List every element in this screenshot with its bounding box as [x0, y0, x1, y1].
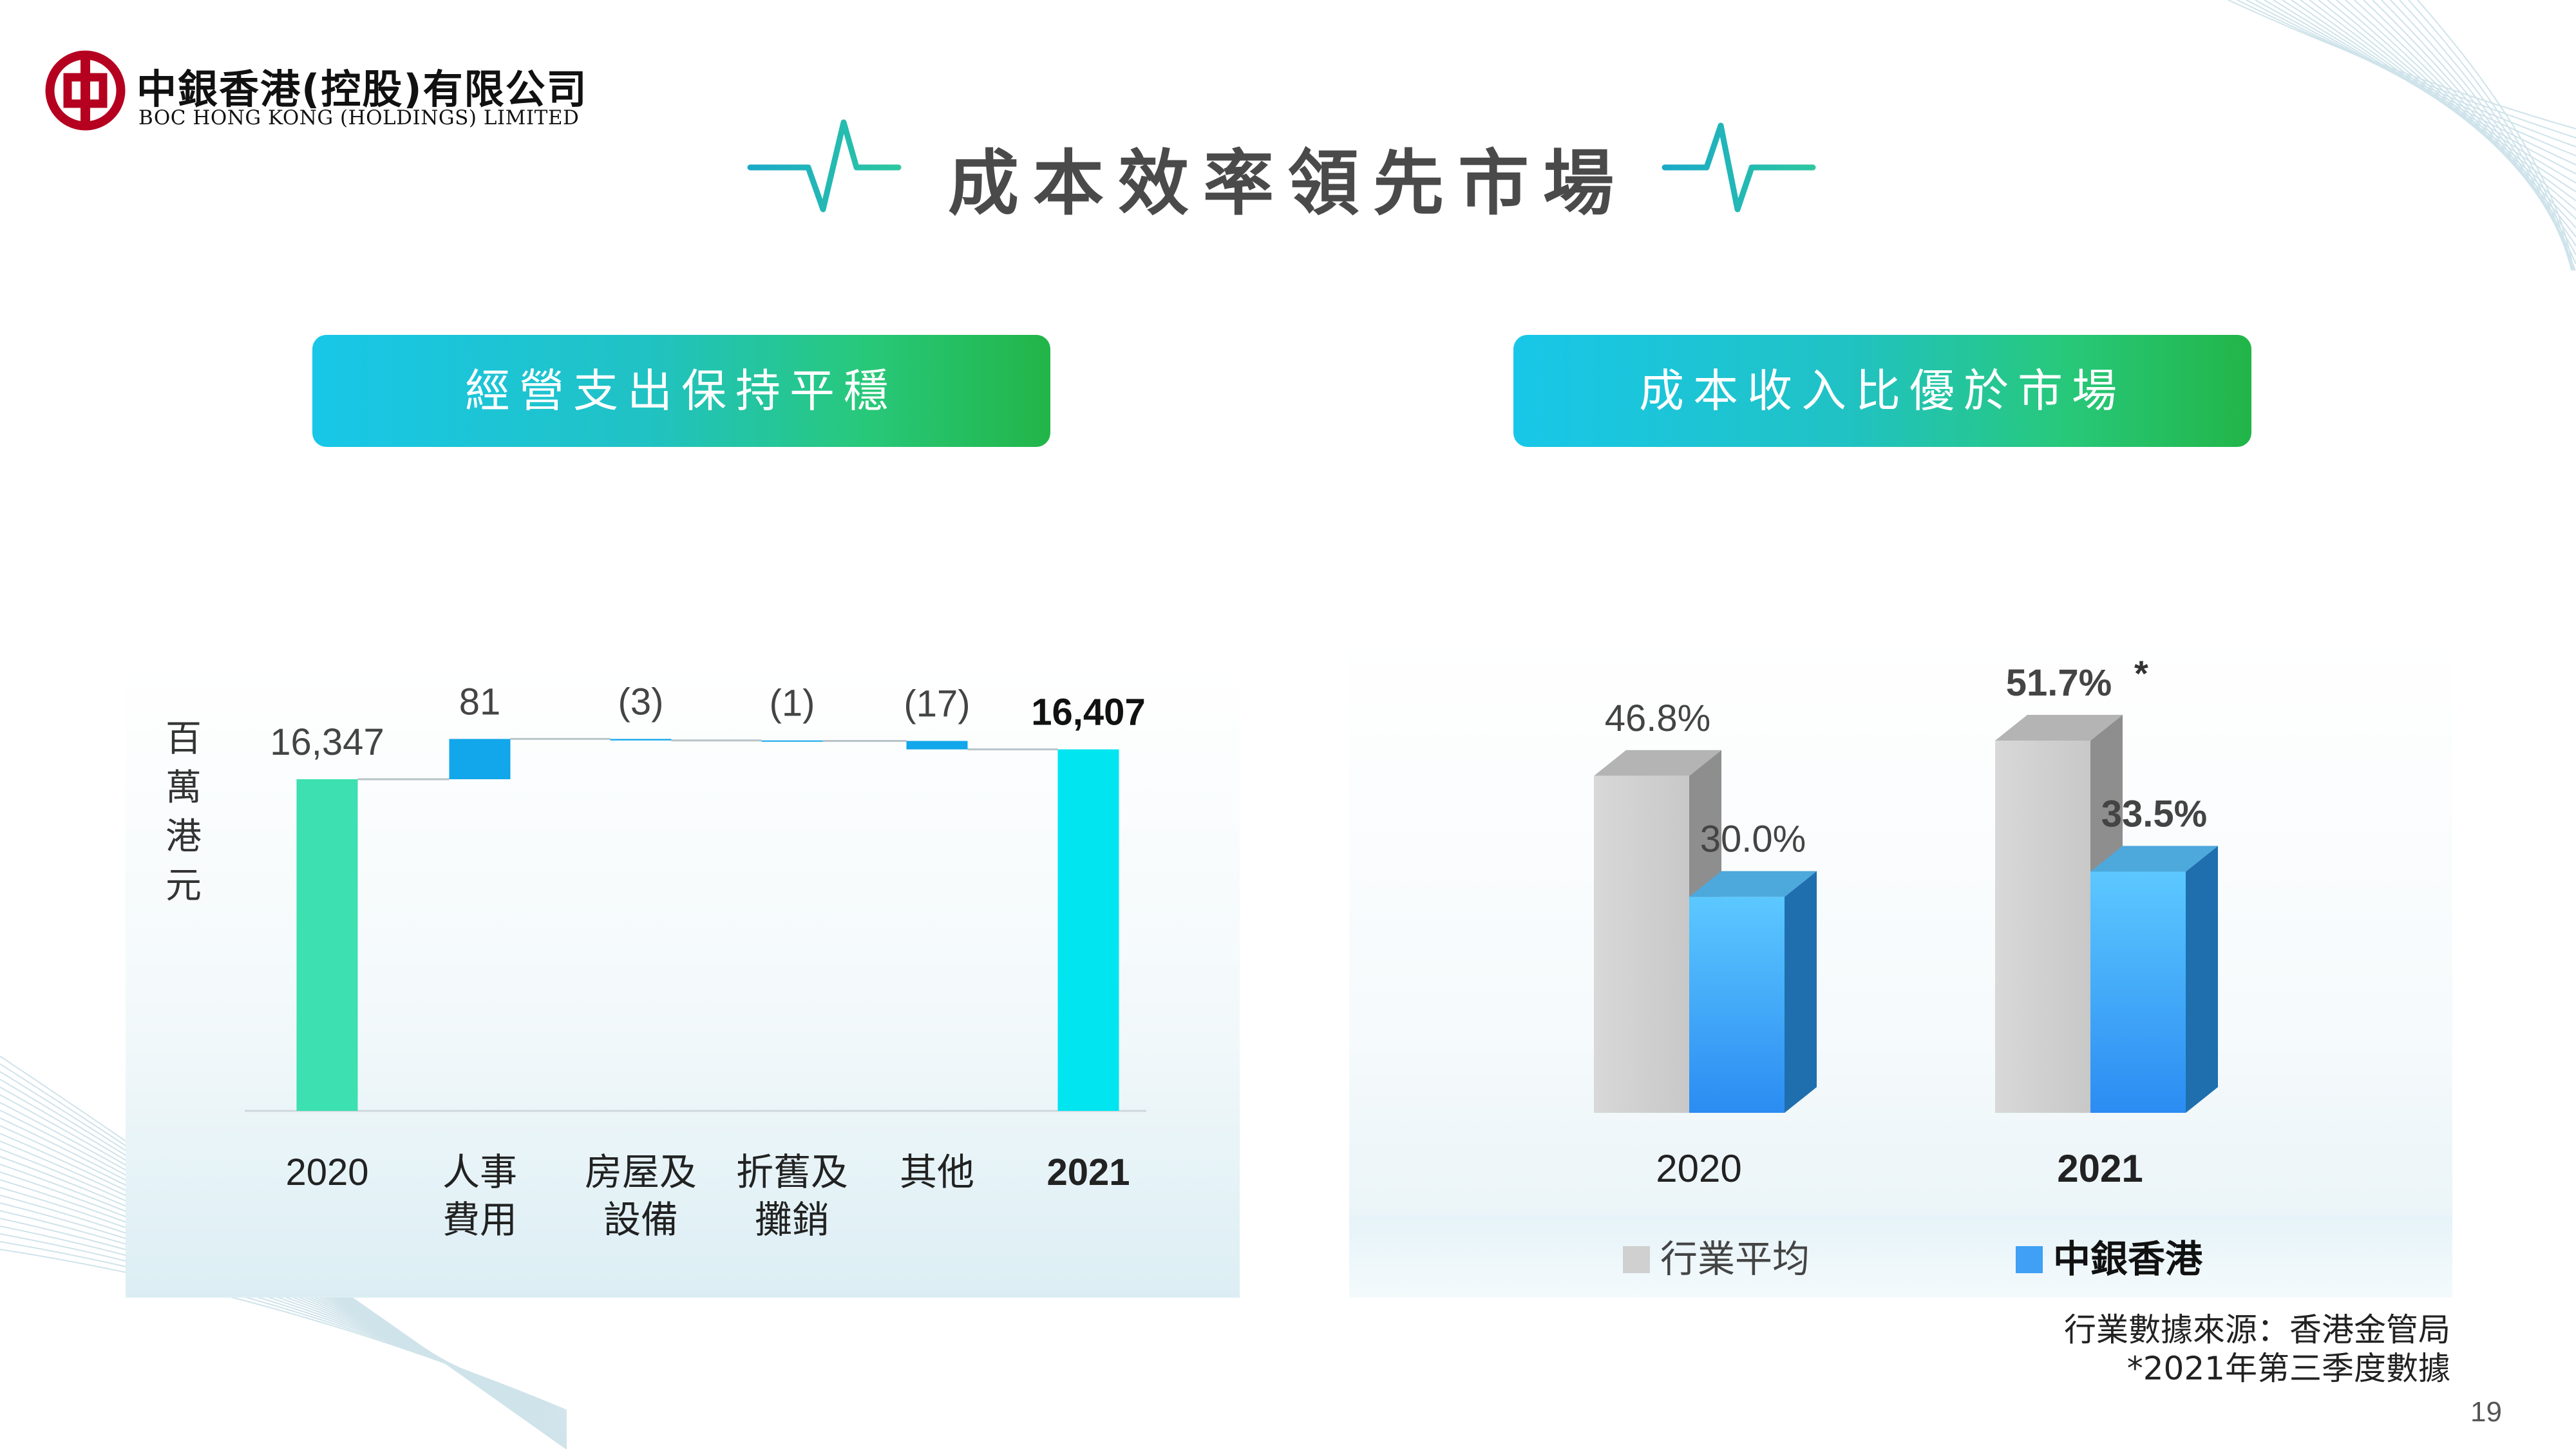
waterfall-category-label-3-1: 攤銷	[755, 1199, 829, 1241]
bar-top-0-1	[1995, 715, 2123, 741]
section-header-cost-income-ratio-label: 成本收入比優於市場	[1639, 365, 2126, 417]
legend-label-1: 中銀香港	[2053, 1238, 2203, 1280]
waterfall-bar-3	[761, 740, 823, 742]
source-footnote: 行業數據來源：香港金管局	[2064, 1311, 2450, 1349]
company-logo: 中銀香港(控股)有限公司 BOC HONG KONG (HOLDINGS) LI…	[45, 45, 625, 135]
waterfall-category-label-0-0: 2020	[285, 1151, 368, 1193]
waterfall-category-label-1-1: 費用	[442, 1199, 517, 1241]
bar-1-0	[1689, 896, 1785, 1113]
bar-side-1-0	[1785, 871, 1817, 1113]
waterfall-bar-2	[610, 739, 672, 741]
bar-0-0	[1594, 775, 1689, 1113]
section-header-operating-expenses-label: 經營支出保持平穩	[465, 365, 898, 417]
bar-top-1-1	[2090, 846, 2218, 872]
legend-swatch-1	[2016, 1246, 2043, 1273]
bar-0-1	[1995, 741, 2090, 1113]
bar-category-label-0: 2020	[1656, 1147, 1741, 1190]
legend-label-0: 行業平均	[1660, 1238, 1810, 1280]
legend-swatch-0	[1623, 1246, 1650, 1273]
corner-decoration-top-right	[2228, 0, 2576, 270]
logo-chinese-name: 中銀香港(控股)有限公司	[137, 66, 588, 113]
page-title: 成本效率領先市場	[948, 142, 1628, 225]
legend-strip	[1349, 1215, 2452, 1298]
waterfall-category-label-3-0: 折舊及	[736, 1151, 848, 1193]
logo-english-name: BOC HONG KONG (HOLDINGS) LIMITED	[138, 106, 580, 129]
boc-logo-icon	[45, 50, 126, 131]
waterfall-category-label-2-0: 房屋及	[585, 1151, 697, 1193]
waterfall-value-label-5: 16,407	[1031, 692, 1145, 734]
section-header-cost-income-ratio: 成本收入比優於市場	[1513, 335, 2251, 447]
section-header-operating-expenses: 經營支出保持平穩	[312, 335, 1050, 447]
waterfall-value-label-2: (3)	[618, 681, 664, 723]
page-number: 19	[2470, 1396, 2502, 1428]
bar-value-label-1-1: 33.5%	[2101, 793, 2207, 835]
waterfall-bar-5	[1057, 749, 1119, 1111]
bar-1-1	[2090, 871, 2186, 1113]
bar-value-label-0-0: 46.8%	[1605, 697, 1710, 739]
waterfall-category-label-1-0: 人事	[442, 1151, 517, 1193]
waterfall-category-label-2-1: 設備	[603, 1199, 678, 1241]
waterfall-bar-4	[906, 741, 968, 750]
waterfall-value-label-3: (1)	[770, 683, 815, 724]
bar-top-1-0	[1689, 871, 1817, 897]
heartbeat-right-icon	[1662, 122, 1816, 213]
waterfall-value-label-4: (17)	[904, 683, 970, 725]
bar-annotation-asterisk: *	[2134, 653, 2148, 694]
bar-category-label-1: 2021	[2057, 1147, 2143, 1190]
waterfall-category-label-4-0: 其他	[900, 1151, 974, 1193]
cost-income-chart-panel	[1349, 631, 2452, 1298]
cost-income-chart: 46.8% 30.0% 2020 51.7% * 33.5% 2021 行業平均 中銀香港	[1594, 653, 2218, 1280]
waterfall-category-label-5-0: 2021	[1046, 1151, 1130, 1193]
data-period-footnote: *2021年第三季度數據	[2126, 1350, 2450, 1387]
bar-value-label-0-1: 51.7%	[2006, 662, 2112, 704]
waterfall-bar-1	[449, 739, 511, 779]
bar-top-0-0	[1594, 750, 1721, 776]
bar-value-label-1-0: 30.0%	[1700, 819, 1806, 860]
waterfall-bar-0	[296, 779, 358, 1111]
waterfall-value-label-0: 16,347	[270, 721, 384, 763]
bar-side-1-1	[2186, 846, 2218, 1113]
waterfall-value-label-1: 81	[459, 681, 501, 723]
heartbeat-left-icon	[747, 119, 902, 213]
waterfall-y-axis-label: 百萬港元	[166, 718, 202, 907]
